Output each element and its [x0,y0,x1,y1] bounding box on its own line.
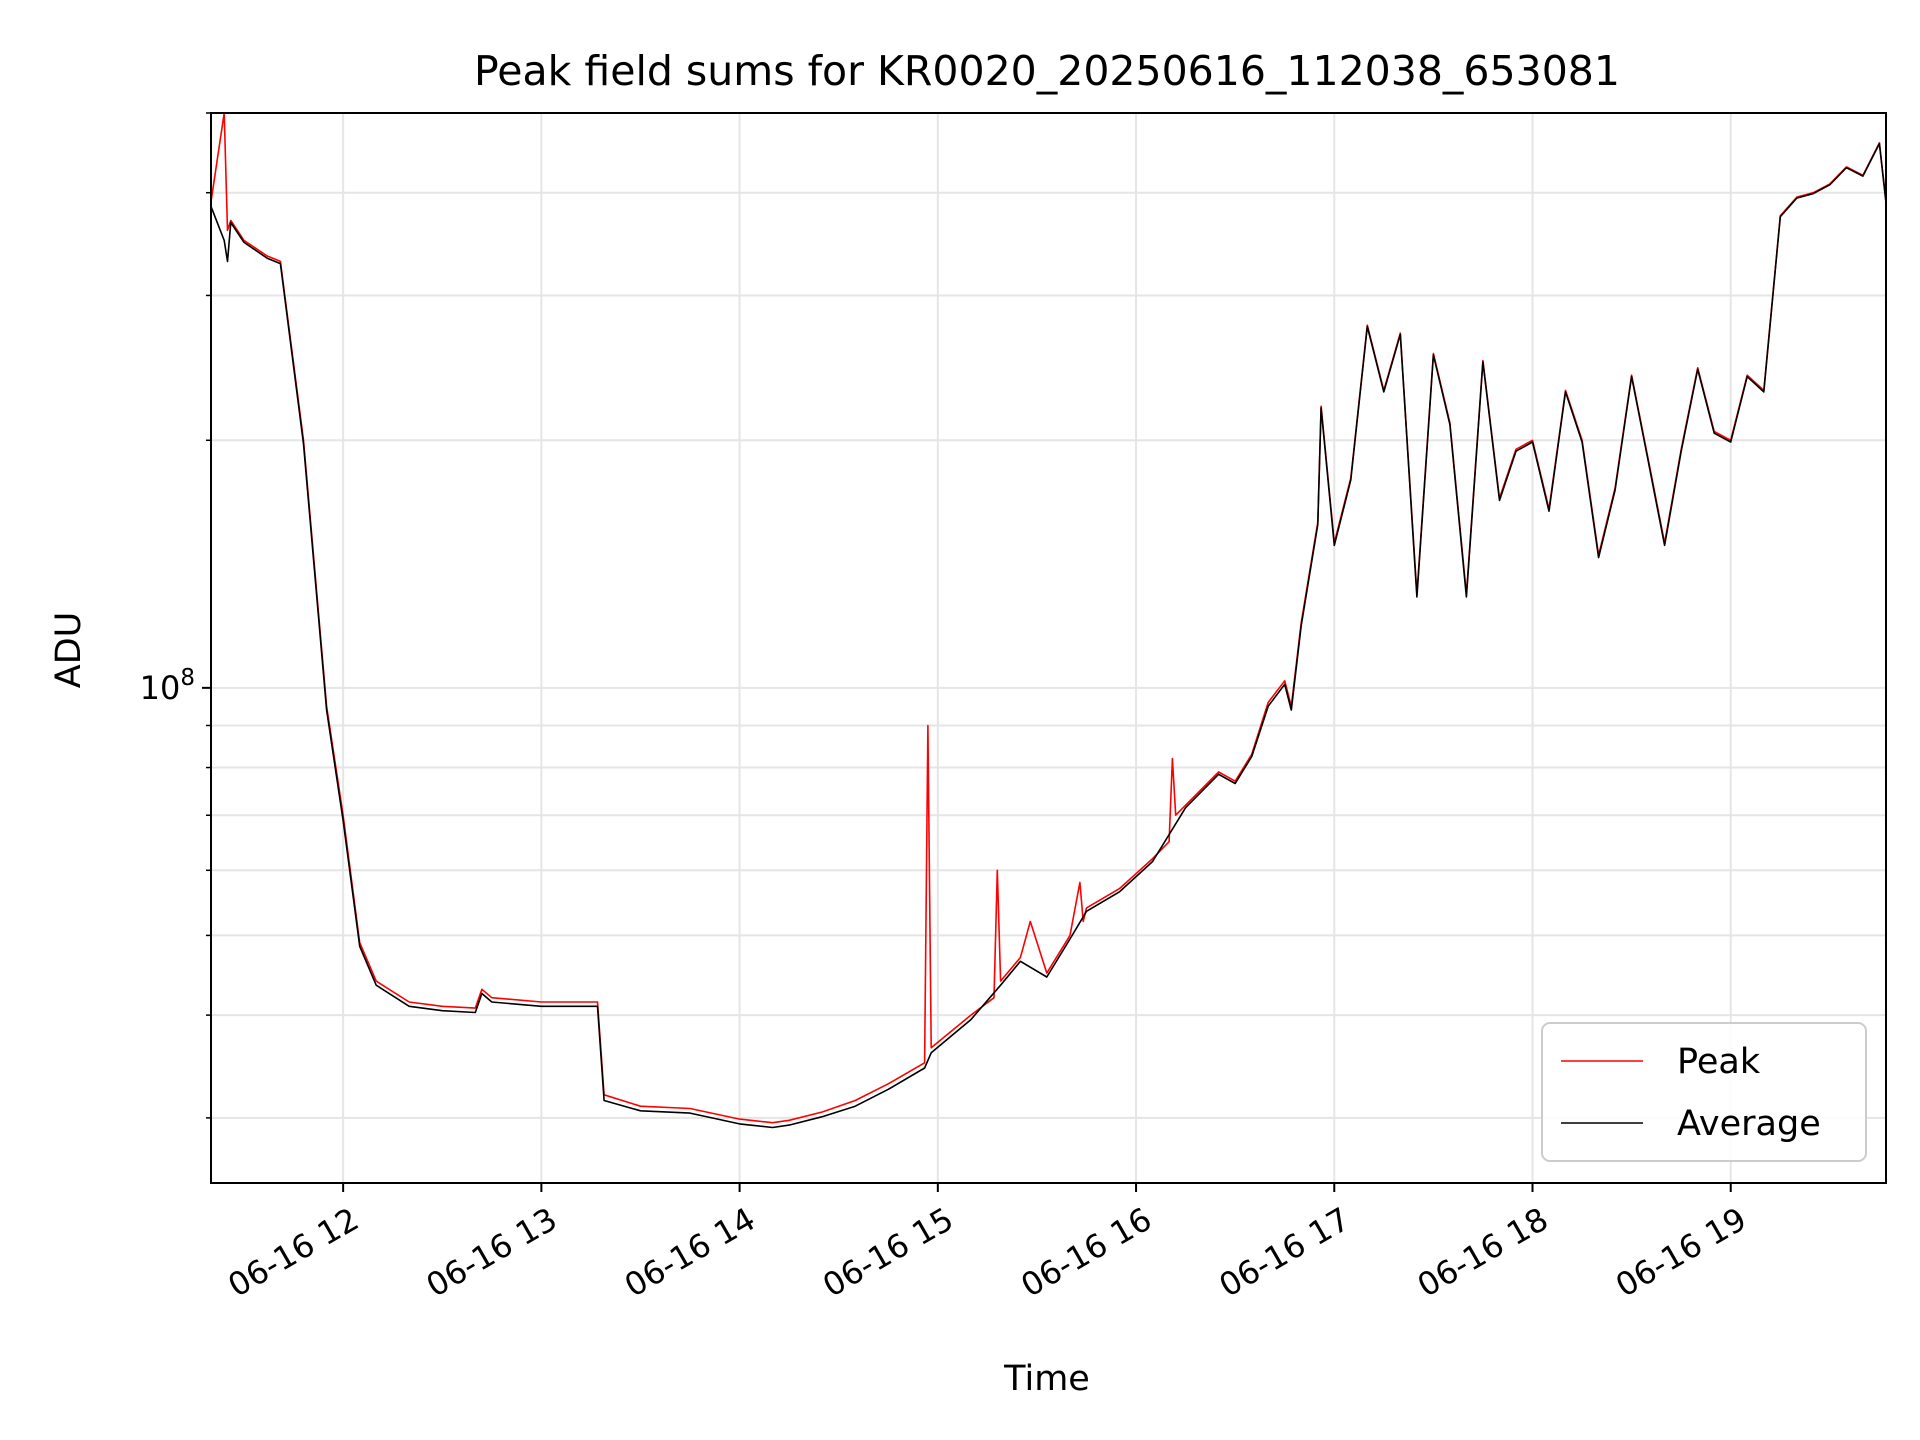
legend: Peak Average [1541,1022,1867,1162]
grid [211,112,1886,1183]
legend-label-average: Average [1677,1104,1821,1144]
chart-title: Peak field sums for KR0020_20250616_1120… [474,47,1620,95]
x-axis-label: Time [1003,1359,1090,1399]
plot-frame [210,112,1887,1184]
legend-label-peak: Peak [1677,1042,1761,1082]
series-layer [210,112,1887,1129]
y-tick-label: 108 [140,665,195,707]
series-line-average [210,142,1887,1129]
y-axis-label: ADU [49,612,89,689]
legend-box [1541,1022,1867,1162]
